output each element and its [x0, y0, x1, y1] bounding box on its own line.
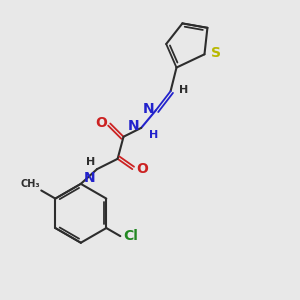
Text: H: H — [179, 85, 189, 94]
Text: N: N — [143, 102, 154, 116]
Text: O: O — [95, 116, 107, 130]
Text: O: O — [136, 162, 148, 176]
Text: H: H — [149, 130, 159, 140]
Text: N: N — [128, 119, 140, 134]
Text: S: S — [211, 46, 221, 60]
Text: CH₃: CH₃ — [20, 179, 40, 189]
Text: N: N — [84, 171, 95, 184]
Text: Cl: Cl — [123, 229, 138, 243]
Text: H: H — [86, 157, 95, 167]
